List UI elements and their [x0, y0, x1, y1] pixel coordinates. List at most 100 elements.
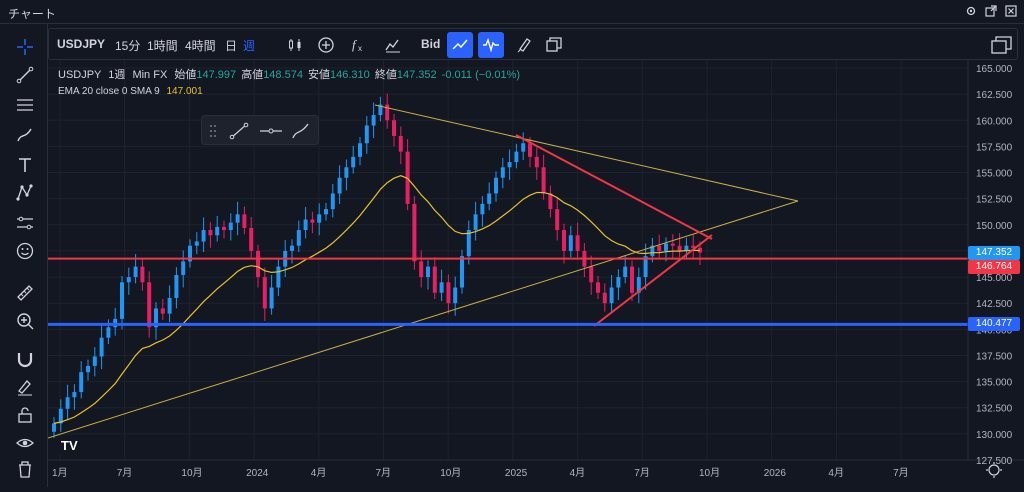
- candle-body: [575, 235, 580, 251]
- ema-line: [53, 175, 701, 424]
- candle-body: [58, 408, 63, 424]
- forecast-tool[interactable]: [12, 210, 38, 236]
- triangle-lower-trendline[interactable]: [47, 200, 799, 439]
- interval-1d[interactable]: 日: [225, 39, 238, 53]
- price-chart-svg[interactable]: 165.000 162.500 160.000 157.500 155.000 152.5…: [47, 60, 1024, 487]
- price-axis-label: 155.000: [976, 169, 1013, 180]
- time-axis[interactable]: 1月 7月 10月 2024 4月 7月 10月 2025 4月 7月 10月 2026 4月 7月: [52, 467, 909, 479]
- layout-button[interactable]: [541, 32, 567, 58]
- legend-low: 146.310: [330, 69, 370, 81]
- wedge-lower-line[interactable]: [593, 234, 713, 327]
- stay-drawing-tool[interactable]: [12, 374, 38, 400]
- text-tool[interactable]: [12, 152, 38, 178]
- time-axis-label: 7月: [376, 467, 392, 479]
- interval-1w[interactable]: 週: [243, 39, 256, 53]
- candle-body: [154, 308, 158, 328]
- compare-button[interactable]: [313, 32, 339, 58]
- svg-text:TV: TV: [61, 438, 78, 453]
- brush-tool[interactable]: [12, 122, 38, 148]
- time-axis-settings-icon[interactable]: [986, 462, 1002, 478]
- delete-tool[interactable]: [12, 456, 38, 482]
- candle-body: [303, 219, 308, 231]
- symbol-button[interactable]: USDJPY: [57, 37, 106, 51]
- interval-4h[interactable]: 4時間: [185, 39, 216, 53]
- legend-high-label: 高値: [241, 69, 264, 81]
- floating-drawing-toolbar[interactable]: [201, 115, 319, 145]
- time-axis-label: 1月: [52, 467, 68, 479]
- candle-body: [276, 266, 281, 288]
- float-horizontal-ray-icon[interactable]: [260, 128, 282, 134]
- trend-up-icon: [452, 39, 468, 50]
- magnet-icon: [17, 353, 33, 368]
- drawing-tools-sidebar: [0, 24, 48, 487]
- price-axis-label: 165.000: [976, 64, 1013, 75]
- candle-body: [398, 135, 403, 152]
- chart-area[interactable]: 165.000 162.500 160.000 157.500 155.000 152.5…: [47, 60, 1024, 487]
- candle-body: [324, 209, 328, 215]
- templates-button[interactable]: [380, 32, 406, 58]
- hide-tool[interactable]: [12, 430, 38, 456]
- gear-icon[interactable]: [964, 4, 978, 18]
- candle-body: [147, 282, 152, 328]
- candle-body: [432, 266, 437, 293]
- candle-body: [562, 230, 566, 251]
- candle-body: [79, 372, 84, 393]
- legend-source: Min FX: [132, 69, 168, 81]
- candle-body: [541, 167, 546, 194]
- multi-window-button[interactable]: [989, 32, 1015, 58]
- candle-body: [691, 245, 696, 248]
- candle-body: [480, 203, 485, 215]
- symbol-legend[interactable]: USDJPY 1週 Min FX 始値147.997 高値148.574 安値1…: [58, 66, 520, 82]
- pulse-tool-button[interactable]: [478, 32, 504, 58]
- forecast-icon: [17, 216, 33, 230]
- svg-text:x: x: [358, 44, 362, 53]
- candle-body: [126, 277, 131, 283]
- candle-body: [602, 292, 607, 304]
- popout-icon[interactable]: [984, 4, 998, 18]
- float-brush-icon[interactable]: [292, 123, 309, 139]
- bid-button[interactable]: Bid: [421, 37, 441, 51]
- candle-type-button[interactable]: [282, 32, 308, 58]
- candle-body: [385, 104, 390, 121]
- candle-body: [262, 277, 267, 309]
- ruler-icon: [17, 285, 33, 301]
- interval-1h[interactable]: 1時間: [147, 39, 178, 53]
- lock-tool[interactable]: [12, 402, 38, 428]
- time-axis-label: 4月: [311, 467, 327, 479]
- price-axis-label: 150.000: [976, 221, 1013, 232]
- lock-icon: [18, 407, 32, 423]
- close-icon[interactable]: [1004, 4, 1018, 18]
- magnet-tool[interactable]: [12, 346, 38, 372]
- line-tool-button[interactable]: [447, 32, 473, 58]
- triangle-upper-trendline[interactable]: [374, 104, 799, 202]
- legend-high: 148.574: [263, 69, 303, 81]
- brush-button[interactable]: [511, 32, 537, 58]
- legend-close: 147.352: [396, 69, 437, 81]
- crosshair-tool[interactable]: [12, 34, 38, 60]
- interval-15m[interactable]: 15分: [115, 39, 141, 53]
- legend-interval: 1週: [108, 69, 126, 81]
- tradingview-logo[interactable]: TV: [58, 436, 82, 454]
- float-trendline-icon[interactable]: [229, 122, 249, 140]
- pattern-tool[interactable]: [12, 180, 38, 206]
- legend-low-label: 安値: [308, 69, 331, 81]
- emoji-tool[interactable]: [12, 238, 38, 264]
- candle-body: [500, 167, 505, 178]
- zoom-tool[interactable]: [12, 308, 38, 334]
- fib-tool[interactable]: [12, 92, 38, 118]
- price-axis-label: 132.500: [976, 404, 1013, 415]
- current-price-tag: 147.352: [968, 246, 1020, 260]
- trendline-tool[interactable]: [12, 62, 38, 88]
- drag-handle-icon[interactable]: [210, 125, 216, 137]
- ema-legend[interactable]: EMA 20 close 0 SMA 9 147.001: [58, 86, 203, 97]
- time-axis-label: 7月: [634, 467, 650, 479]
- price-axis-label: 160.000: [976, 116, 1013, 127]
- candle-body: [242, 214, 247, 228]
- wedge-upper-line[interactable]: [515, 134, 713, 240]
- price-axis-label: 137.500: [976, 351, 1013, 362]
- measure-tool[interactable]: [12, 280, 38, 306]
- candle-body: [412, 203, 417, 262]
- trash-icon: [19, 461, 31, 478]
